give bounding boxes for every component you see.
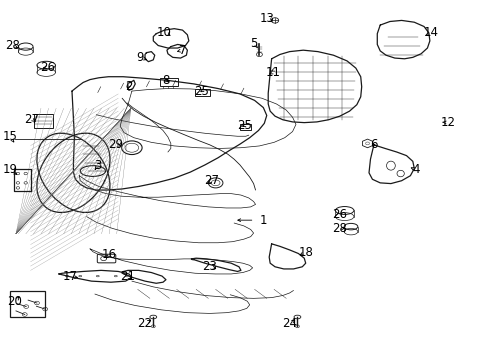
Text: 20: 20 xyxy=(7,295,22,308)
Text: 6: 6 xyxy=(369,138,377,151)
Text: 10: 10 xyxy=(157,26,172,39)
Text: 26: 26 xyxy=(40,60,55,73)
Text: 13: 13 xyxy=(259,12,274,25)
Text: 12: 12 xyxy=(440,116,455,129)
Text: 28: 28 xyxy=(332,222,346,235)
Text: 1: 1 xyxy=(259,214,266,227)
Text: 19: 19 xyxy=(2,163,18,176)
Text: 27: 27 xyxy=(204,174,219,187)
Text: 28: 28 xyxy=(5,39,20,52)
Text: 4: 4 xyxy=(412,163,419,176)
Text: 2: 2 xyxy=(125,80,132,93)
Text: 27: 27 xyxy=(24,113,39,126)
Text: 22: 22 xyxy=(137,317,152,330)
Text: 9: 9 xyxy=(136,51,143,64)
Text: 11: 11 xyxy=(265,66,280,79)
Text: 25: 25 xyxy=(237,119,252,132)
Text: 21: 21 xyxy=(120,270,135,283)
Text: 15: 15 xyxy=(3,130,18,144)
Text: 29: 29 xyxy=(108,138,123,150)
Text: 17: 17 xyxy=(63,270,78,283)
Text: 26: 26 xyxy=(332,208,346,221)
Text: 16: 16 xyxy=(102,248,117,261)
Text: 24: 24 xyxy=(282,317,297,330)
Text: 8: 8 xyxy=(162,74,169,87)
Text: 23: 23 xyxy=(202,260,217,273)
Text: 5: 5 xyxy=(249,36,257,50)
Text: 25: 25 xyxy=(194,85,209,98)
Text: 3: 3 xyxy=(94,159,102,172)
Text: 14: 14 xyxy=(423,27,437,40)
Text: 7: 7 xyxy=(179,44,186,57)
Text: 18: 18 xyxy=(298,246,312,259)
